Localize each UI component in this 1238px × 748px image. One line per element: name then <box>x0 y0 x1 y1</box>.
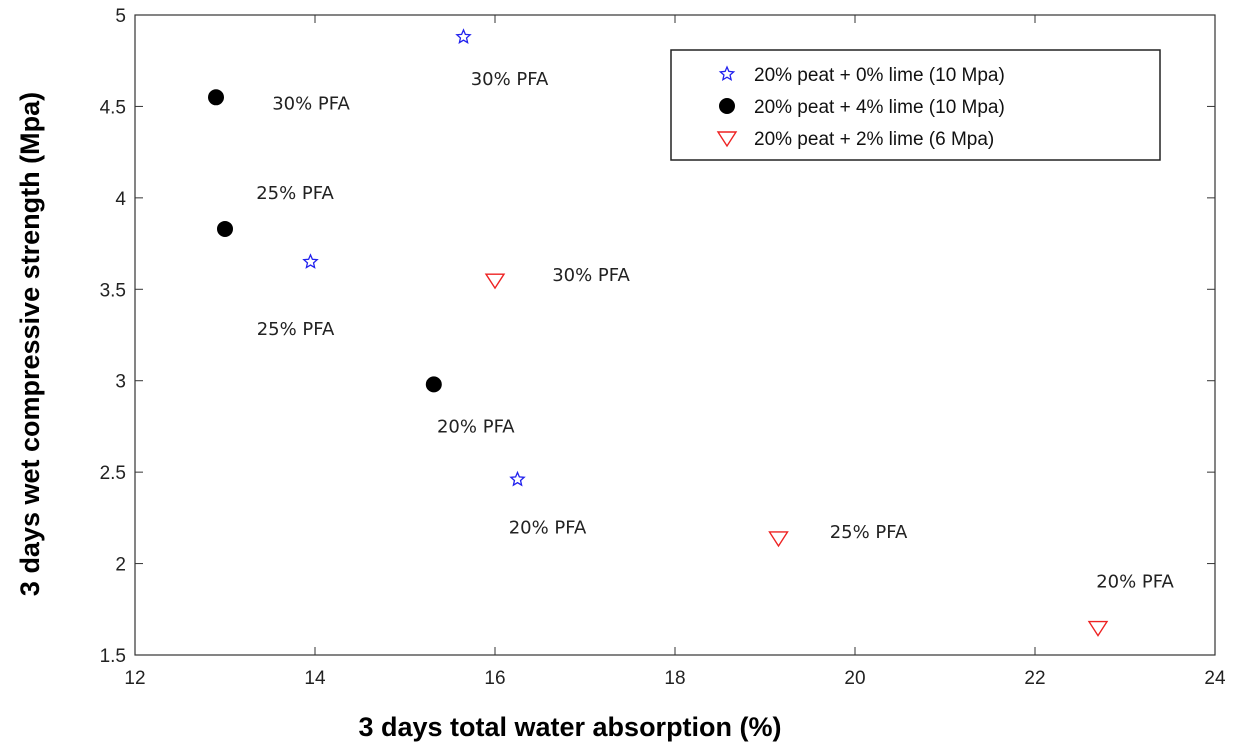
y-tick-label: 4 <box>115 189 126 210</box>
data-point <box>484 273 506 290</box>
point-label: 30% PFA <box>552 265 630 286</box>
y-tick-label: 1.5 <box>100 646 126 667</box>
legend-label: 20% peat + 0% lime (10 Mpa) <box>754 65 1005 86</box>
y-tick-label: 3 <box>115 372 126 393</box>
x-tick-label: 22 <box>1024 668 1045 689</box>
x-tick-label: 16 <box>484 668 505 689</box>
point-label: 30% PFA <box>471 69 549 90</box>
legend-label: 20% peat + 2% lime (6 Mpa) <box>754 129 994 150</box>
data-point <box>768 531 789 548</box>
legend-marker <box>719 98 735 114</box>
axis-tick-labels: 12 14 16 18 20 22 24 1.5 2 2.5 3 3.5 4 4.5 5 <box>100 6 1226 689</box>
legend: 20% peat + 0% lime (10 Mpa) 20% peat + 4%… <box>670 49 1161 161</box>
y-tick-label: 2 <box>115 555 126 576</box>
legend-marker <box>718 65 736 82</box>
legend-label: 20% peat + 4% lime (10 Mpa) <box>754 97 1005 118</box>
point-label: 25% PFA <box>830 522 908 543</box>
x-tick-label: 24 <box>1204 668 1226 689</box>
legend-marker <box>716 131 738 148</box>
point-label: 30% PFA <box>272 93 350 114</box>
data-point <box>302 253 319 269</box>
axis-ticks <box>134 14 1216 656</box>
y-tick-label: 3.5 <box>100 280 126 301</box>
data-points <box>208 28 1109 637</box>
point-label: 20% PFA <box>509 517 587 538</box>
x-tick-label: 18 <box>664 668 685 689</box>
y-tick-label: 4.5 <box>100 97 126 118</box>
point-label: 20% PFA <box>1096 572 1174 593</box>
point-annotations: 20% PFA 25% PFA 30% PFA 20% PFA 25% PFA 30% P… <box>256 69 1174 593</box>
point-label: 25% PFA <box>257 319 335 340</box>
data-point <box>208 89 224 106</box>
y-tick-label: 5 <box>115 6 126 27</box>
legend-box <box>670 49 1161 161</box>
data-point <box>1087 620 1109 637</box>
x-tick-label: 12 <box>124 668 145 689</box>
data-point <box>425 376 442 393</box>
x-axis-title: 3 days total water absorption (%) <box>358 712 781 742</box>
data-point <box>217 220 233 237</box>
y-tick-label: 2.5 <box>100 463 126 484</box>
point-label: 20% PFA <box>437 416 515 437</box>
y-axis-title: 3 days wet compressive strength (Mpa) <box>15 92 45 596</box>
x-tick-label: 14 <box>304 668 326 689</box>
data-point <box>455 28 472 44</box>
point-label: 25% PFA <box>256 183 334 204</box>
data-point <box>509 470 526 487</box>
x-tick-label: 20 <box>844 668 865 689</box>
